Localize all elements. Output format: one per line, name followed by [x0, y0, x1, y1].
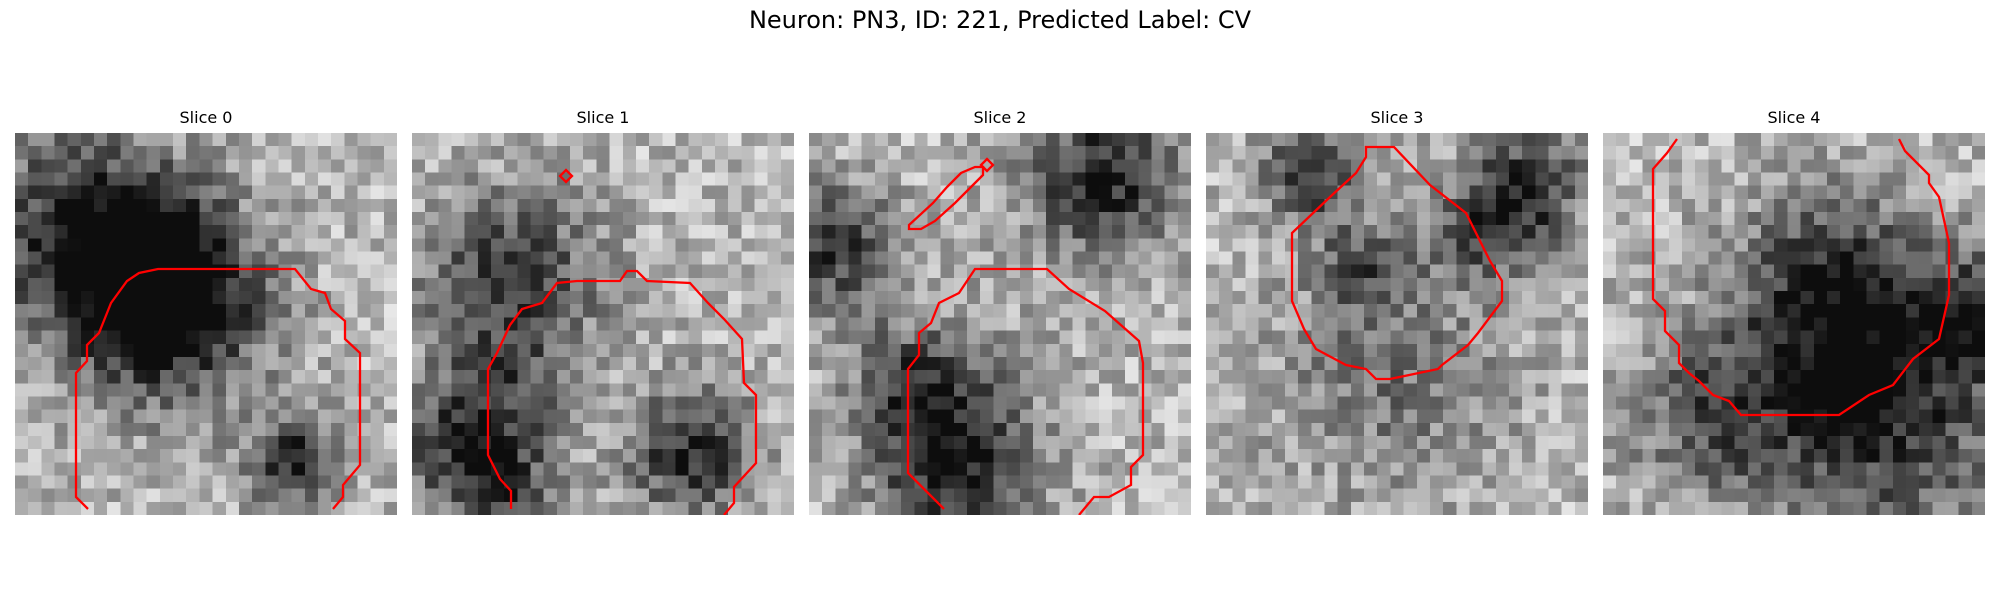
slice-1-title: Slice 1	[576, 108, 630, 127]
slice-2-upper-contour	[907, 165, 985, 231]
slice-2-image	[809, 133, 1191, 515]
slice-1-image	[412, 133, 794, 515]
slice-0-panel	[15, 133, 397, 515]
slice-0-title: Slice 0	[179, 108, 233, 127]
slice-0-pixels	[15, 133, 397, 515]
slice-4-panel	[1603, 133, 1985, 515]
slice-3-contour	[1290, 145, 1504, 381]
slice-3-image	[1206, 133, 1588, 515]
slice-1-small-contour	[558, 168, 574, 184]
slice-3-panel	[1206, 133, 1588, 515]
slice-1-pixels	[412, 133, 794, 515]
slice-1-panel	[412, 133, 794, 515]
slice-0-contour	[74, 267, 362, 510]
slice-3-pixels	[1206, 133, 1588, 515]
slice-2-contour	[906, 267, 1145, 515]
slice-4-image	[1603, 133, 1985, 515]
slice-2-small-contour	[979, 157, 995, 173]
slice-4-pixels	[1603, 133, 1985, 515]
slice-2-pixels	[809, 133, 1191, 515]
slice-3-title: Slice 3	[1370, 108, 1424, 127]
slice-2-panel	[809, 133, 1191, 515]
slice-2-title: Slice 2	[973, 108, 1027, 127]
figure-title: Neuron: PN3, ID: 221, Predicted Label: C…	[748, 6, 1252, 34]
slice-4-title: Slice 4	[1767, 108, 1821, 127]
slice-0-image	[15, 133, 397, 515]
slice-4-contour	[1651, 138, 1951, 417]
slice-1-contour	[486, 269, 758, 515]
